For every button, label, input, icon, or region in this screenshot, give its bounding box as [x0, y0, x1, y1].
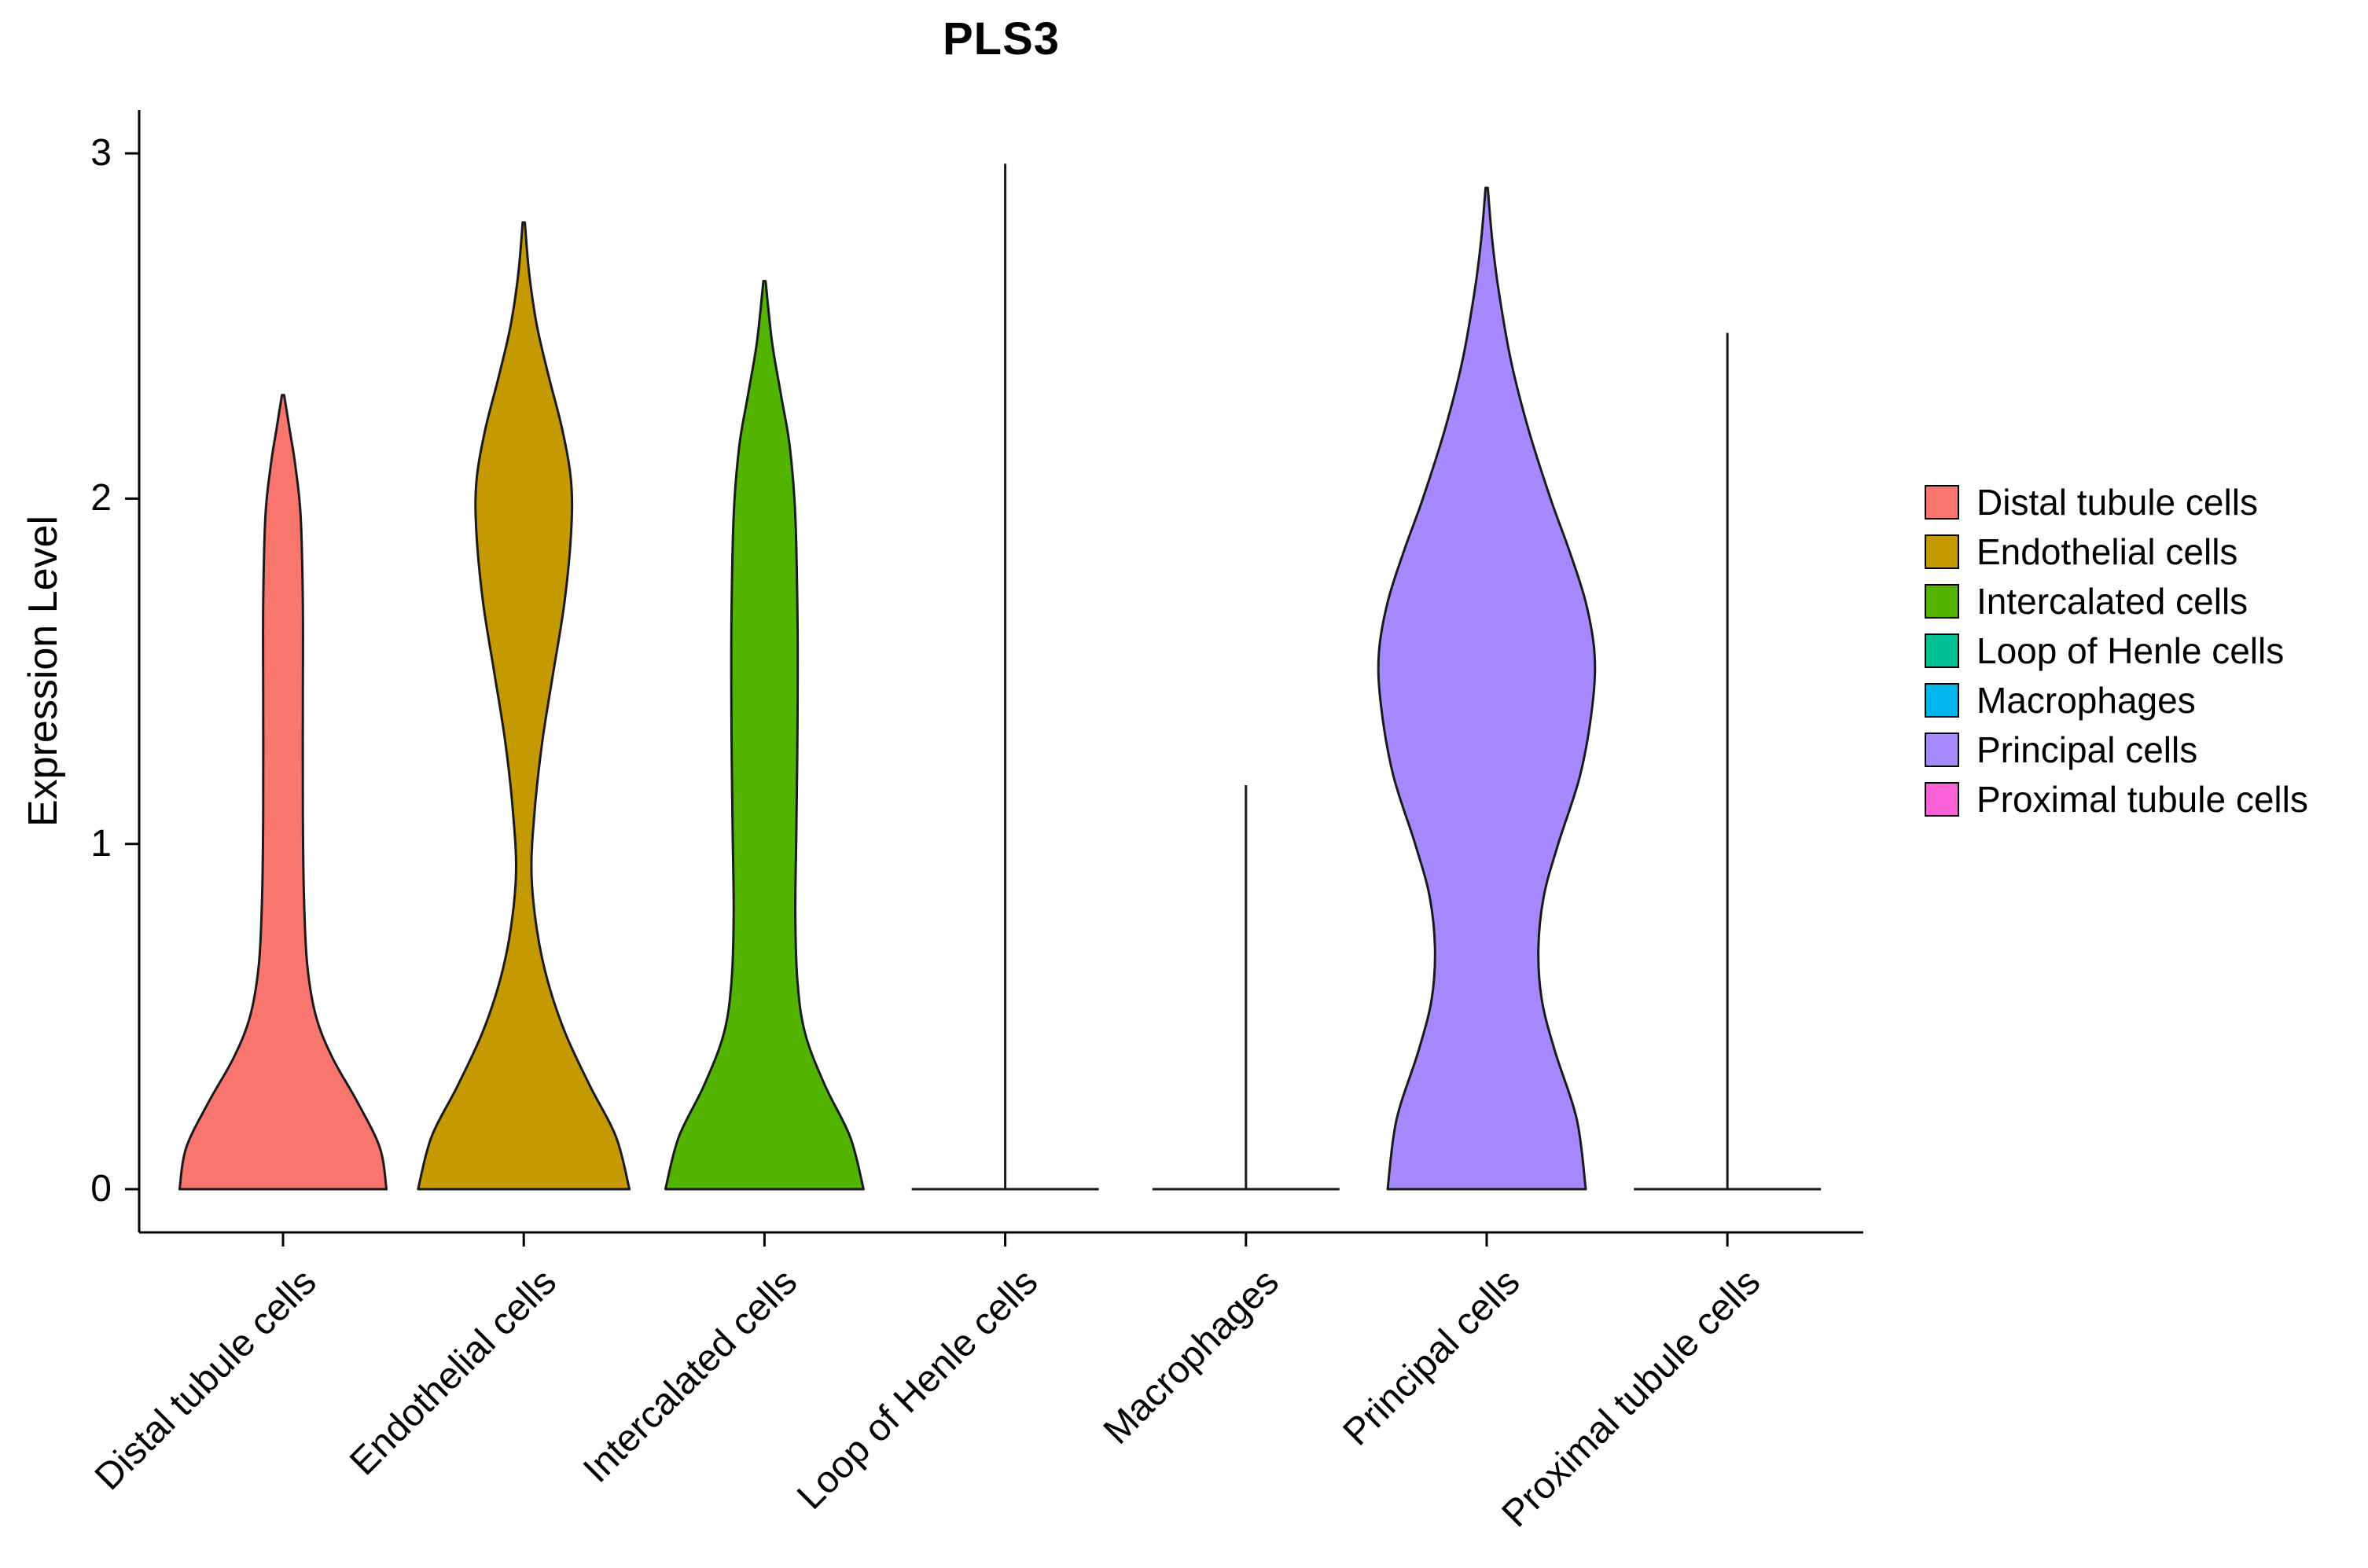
violin-endothelial-cells	[417, 221, 631, 1191]
legend: Distal tubule cells Endothelial cells Inte…	[1925, 482, 2308, 831]
legend-label: Loop of Henle cells	[1976, 630, 2285, 671]
chart-title: PLS3	[942, 13, 1061, 64]
legend-swatch-icon	[1925, 584, 1959, 619]
legend-label: Proximal tubule cells	[1976, 779, 2308, 820]
legend-swatch-icon	[1925, 485, 1959, 520]
legend-item: Distal tubule cells	[1925, 482, 2308, 523]
legend-item: Macrophages	[1925, 680, 2308, 721]
violin-intercalated-cells	[664, 280, 865, 1191]
legend-swatch-icon	[1925, 633, 1959, 668]
violin-macrophages	[1152, 785, 1340, 1191]
violin-proximal-tubule-cells	[1634, 332, 1822, 1191]
legend-label: Intercalated cells	[1976, 581, 2248, 622]
legend-label: Distal tubule cells	[1976, 482, 2258, 523]
legend-label: Endothelial cells	[1976, 531, 2238, 572]
y-tick-label: 2	[90, 477, 112, 520]
legend-label: Principal cells	[1976, 729, 2198, 770]
legend-swatch-icon	[1925, 782, 1959, 817]
legend-swatch-icon	[1925, 733, 1959, 767]
y-tick-label: 3	[90, 132, 112, 174]
violin-distal-tubule-cells	[178, 394, 388, 1191]
violin-principal-cells	[1377, 186, 1597, 1191]
legend-item: Intercalated cells	[1925, 581, 2308, 622]
legend-swatch-icon	[1925, 534, 1959, 569]
violin-loop-of-henle-cells	[911, 163, 1099, 1191]
legend-item: Proximal tubule cells	[1925, 779, 2308, 820]
legend-swatch-icon	[1925, 683, 1959, 718]
legend-label: Macrophages	[1976, 680, 2196, 721]
y-tick-label: 1	[90, 822, 112, 865]
legend-item: Endothelial cells	[1925, 531, 2308, 572]
y-tick-label: 0	[90, 1168, 112, 1210]
legend-item: Loop of Henle cells	[1925, 630, 2308, 671]
legend-item: Principal cells	[1925, 729, 2308, 770]
